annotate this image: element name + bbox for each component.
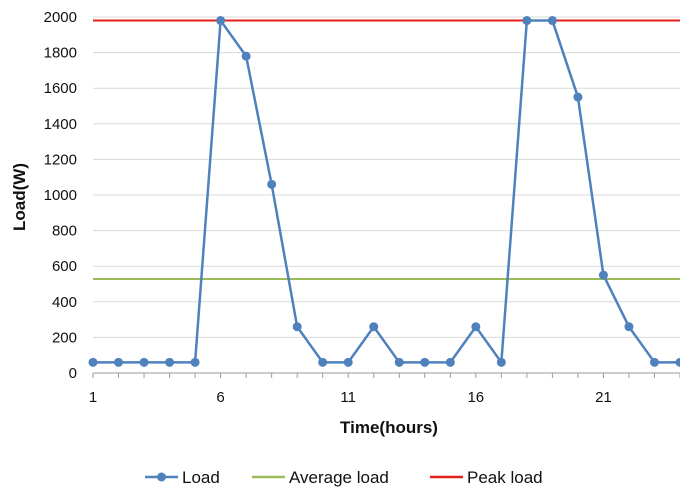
y-tick-label: 1200 bbox=[44, 151, 77, 168]
data-point-load bbox=[369, 322, 379, 332]
data-point-load bbox=[139, 357, 149, 367]
data-point-load bbox=[394, 357, 404, 367]
x-tick-label: 1 bbox=[89, 389, 97, 406]
data-point-load bbox=[522, 16, 532, 26]
y-tick-label: 400 bbox=[52, 294, 77, 311]
data-point-load bbox=[445, 357, 455, 367]
data-point-load bbox=[114, 357, 124, 367]
data-point-load bbox=[547, 16, 557, 26]
y-tick-label: 0 bbox=[69, 365, 77, 382]
data-point-load bbox=[420, 357, 430, 367]
legend-marker-load bbox=[157, 472, 166, 482]
x-axis-ticks: 1 6 11 16 21 bbox=[89, 373, 680, 406]
data-point-load bbox=[88, 357, 98, 367]
y-axis-title: Load(W) bbox=[10, 163, 29, 231]
data-point-load bbox=[598, 270, 608, 280]
y-tick-label: 1400 bbox=[44, 116, 77, 133]
data-point-load bbox=[573, 92, 583, 102]
y-tick-label: 1600 bbox=[44, 80, 77, 97]
data-point-load bbox=[165, 357, 175, 367]
data-point-load bbox=[675, 357, 680, 367]
data-point-load bbox=[267, 179, 277, 189]
data-point-load bbox=[496, 357, 506, 367]
legend-label-peak-load: Peak load bbox=[467, 468, 543, 487]
series-line-load bbox=[93, 17, 680, 366]
y-tick-label: 600 bbox=[52, 258, 77, 275]
y-tick-label: 2000 bbox=[44, 9, 77, 26]
x-tick-label: 11 bbox=[340, 389, 356, 406]
data-point-load bbox=[190, 357, 200, 367]
legend-label-average-load: Average load bbox=[289, 468, 389, 487]
data-point-load bbox=[624, 322, 634, 332]
series-group bbox=[88, 16, 680, 367]
gridlines bbox=[93, 16, 680, 374]
x-tick-label: 16 bbox=[467, 389, 484, 406]
data-point-load bbox=[216, 16, 226, 26]
legend-label-load: Load bbox=[182, 468, 220, 487]
y-axis-ticks: 0 200 400 600 800 1000 1200 1400 1600 1800 2000 bbox=[44, 9, 77, 382]
x-tick-label: 6 bbox=[216, 389, 224, 406]
y-tick-label: 1000 bbox=[44, 187, 77, 204]
data-point-load bbox=[471, 322, 481, 332]
data-point-load bbox=[318, 357, 328, 367]
data-point-load bbox=[241, 51, 251, 61]
data-point-load bbox=[343, 357, 353, 367]
x-axis-title: Time(hours) bbox=[340, 418, 438, 437]
y-tick-label: 800 bbox=[52, 223, 77, 240]
y-tick-label: 200 bbox=[52, 329, 77, 346]
y-tick-label: 1800 bbox=[44, 45, 77, 62]
data-point-load bbox=[649, 357, 659, 367]
data-point-load bbox=[292, 322, 302, 332]
legend: Load Average load Peak load bbox=[145, 468, 543, 487]
x-tick-label: 21 bbox=[595, 389, 612, 406]
